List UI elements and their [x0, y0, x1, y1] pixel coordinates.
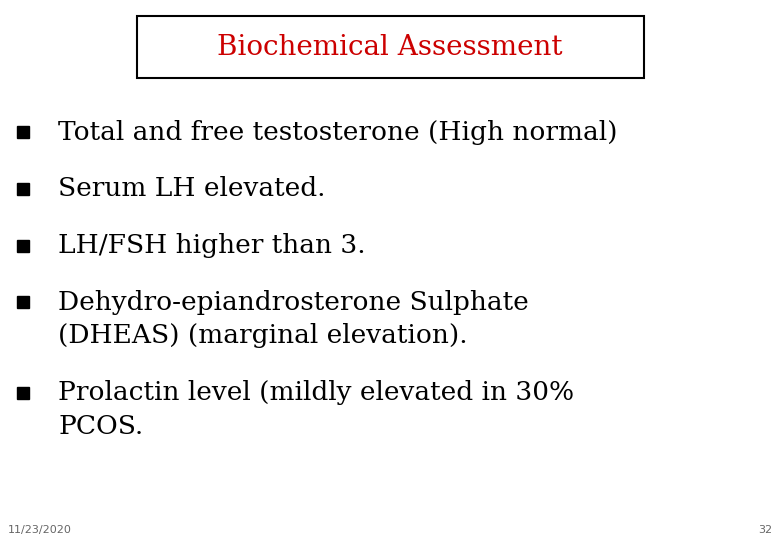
Text: PCOS.: PCOS.: [58, 414, 144, 438]
Text: 32: 32: [758, 524, 772, 535]
Text: Biochemical Assessment: Biochemical Assessment: [218, 33, 562, 60]
Text: Total and free testosterone (High normal): Total and free testosterone (High normal…: [58, 120, 618, 145]
Text: LH/FSH higher than 3.: LH/FSH higher than 3.: [58, 233, 366, 258]
Text: Dehydro-epiandrosterone Sulphate: Dehydro-epiandrosterone Sulphate: [58, 290, 530, 315]
Text: Prolactin level (mildly elevated in 30%: Prolactin level (mildly elevated in 30%: [58, 380, 575, 405]
FancyBboxPatch shape: [136, 16, 644, 78]
Text: (DHEAS) (marginal elevation).: (DHEAS) (marginal elevation).: [58, 323, 468, 348]
Text: 11/23/2020: 11/23/2020: [8, 524, 72, 535]
Text: Serum LH elevated.: Serum LH elevated.: [58, 177, 326, 201]
